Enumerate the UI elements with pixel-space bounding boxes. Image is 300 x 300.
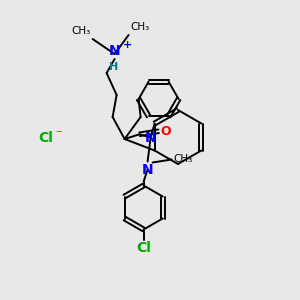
Text: N: N: [142, 163, 153, 176]
Text: CH₃: CH₃: [130, 22, 150, 32]
Text: N: N: [109, 44, 120, 58]
Text: N: N: [145, 130, 156, 145]
Text: +: +: [123, 40, 132, 50]
Text: H: H: [109, 62, 118, 72]
Text: O: O: [160, 125, 171, 138]
Text: CH₃: CH₃: [71, 26, 91, 36]
Text: CH₃: CH₃: [174, 154, 193, 164]
Text: Cl: Cl: [136, 242, 151, 256]
Text: ⁻: ⁻: [55, 128, 62, 142]
Text: Cl: Cl: [38, 131, 53, 145]
